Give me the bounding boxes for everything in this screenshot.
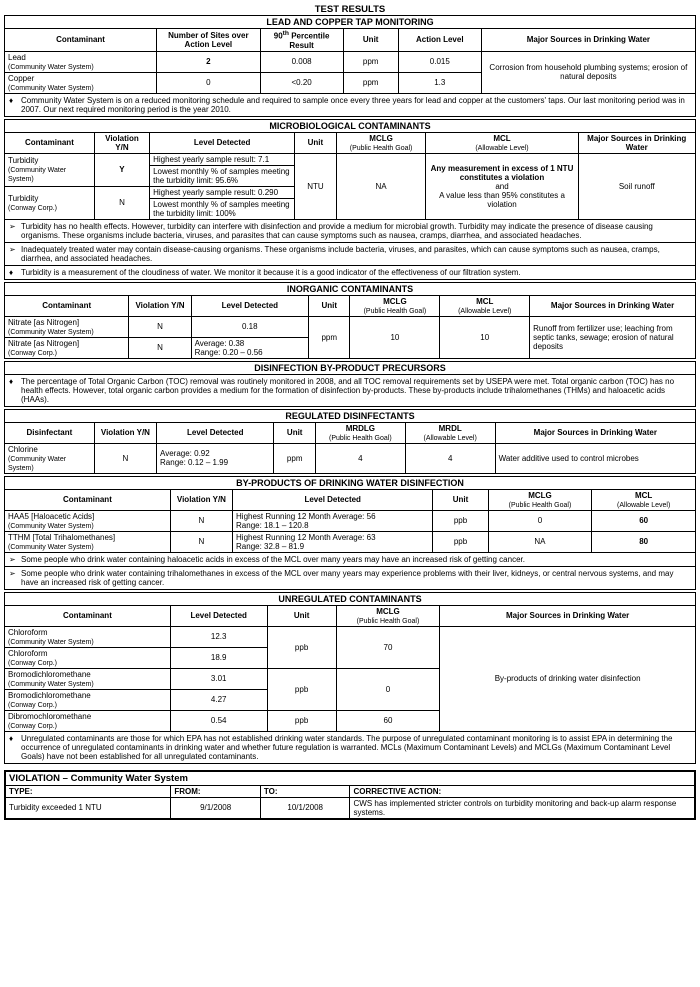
th-sources: Major Sources in Drinking Water: [481, 29, 695, 52]
reg-heading: REGULATED DISINFECTANTS: [5, 409, 696, 422]
violation-box: VIOLATION – Community Water System TYPE:…: [4, 770, 696, 820]
table-row: Chlorine(Community Water System) N Avera…: [5, 443, 696, 473]
unregulated-table: UNREGULATED CONTAMINANTS Contaminant Lev…: [4, 592, 696, 764]
table-row: Nitrate [as Nitrogen](Community Water Sy…: [5, 316, 696, 337]
note-row: ♦Unregulated contaminants are those for …: [5, 731, 696, 763]
th-action: Action Level: [398, 29, 481, 52]
th-contaminant: Contaminant: [5, 29, 157, 52]
note-row: ♦Turbidity is a measurement of the cloud…: [5, 265, 696, 279]
micro-table: MICROBIOLOGICAL CONTAMINANTS Contaminant…: [4, 119, 696, 280]
note-row: ♦Community Water System is on a reduced …: [5, 93, 696, 116]
byp-heading: BY-PRODUCTS OF DRINKING WATER DISINFECTI…: [5, 476, 696, 489]
inorg-heading: INORGANIC CONTAMINANTS: [5, 282, 696, 295]
table-row: Lead(Community Water System) 2 0.008 ppm…: [5, 51, 696, 72]
table-row: Turbidity exceeded 1 NTU 9/1/2008 10/1/2…: [6, 797, 695, 818]
note-row: ♦The percentage of Total Organic Carbon …: [5, 374, 696, 406]
table-row: HAA5 [Haloacetic Acids](Community Water …: [5, 510, 696, 531]
lead-copper-heading: LEAD AND COPPER TAP MONITORING: [5, 16, 696, 29]
table-row: TTHM [Total Trihalomethanes](Community W…: [5, 531, 696, 552]
regulated-table: REGULATED DISINFECTANTS Disinfectant Vio…: [4, 409, 696, 474]
lead-copper-table: LEAD AND COPPER TAP MONITORING Contamina…: [4, 15, 696, 117]
micro-heading: MICROBIOLOGICAL CONTAMINANTS: [5, 119, 696, 132]
inorganic-table: INORGANIC CONTAMINANTS Contaminant Viola…: [4, 282, 696, 359]
note-row: ➢Turbidity has no health effects. Howeve…: [5, 219, 696, 242]
unreg-heading: UNREGULATED CONTAMINANTS: [5, 592, 696, 605]
table-row: Chloroform(Community Water System) 12.3 …: [5, 626, 696, 647]
th-unit: Unit: [343, 29, 398, 52]
th-sites: Number of Sites over Action Level: [157, 29, 261, 52]
th-90pct: 90th Percentile Result: [260, 29, 343, 52]
violation-heading: VIOLATION – Community Water System: [6, 771, 695, 785]
note-row: ➢Some people who drink water containing …: [5, 566, 696, 589]
dbp-table: DISINFECTION BY-PRODUCT PRECURSORS ♦The …: [4, 361, 696, 407]
byproducts-table: BY-PRODUCTS OF DRINKING WATER DISINFECTI…: [4, 476, 696, 590]
table-row: Turbidity(Community Water System) Y High…: [5, 153, 696, 165]
page-title: TEST RESULTS: [4, 4, 696, 15]
dbp-heading: DISINFECTION BY-PRODUCT PRECURSORS: [5, 361, 696, 374]
note-row: ➢Some people who drink water containing …: [5, 552, 696, 566]
note-row: ➢Inadequately treated water may contain …: [5, 242, 696, 265]
